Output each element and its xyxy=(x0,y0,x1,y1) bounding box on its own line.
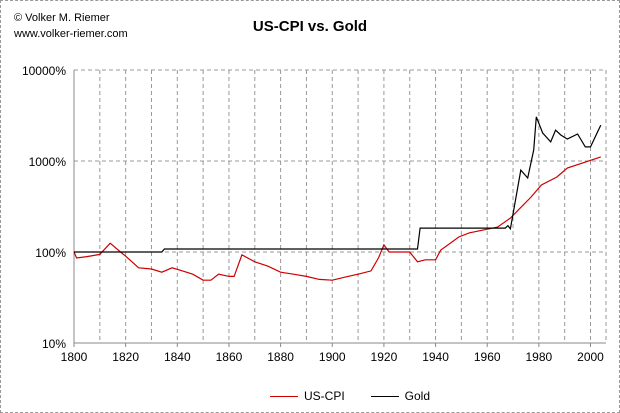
y-tick-label: 1000% xyxy=(29,155,67,169)
x-tick-label: 1860 xyxy=(216,350,243,364)
y-tick-label: 10% xyxy=(42,337,66,351)
credit-author: © Volker M. Riemer xyxy=(14,12,110,24)
series-line-gold xyxy=(74,116,602,253)
x-tick-label: 1980 xyxy=(526,350,553,364)
legend-label-gold: Gold xyxy=(404,389,431,403)
legend-swatch-us-cpi xyxy=(270,395,298,397)
x-tick-label: 1820 xyxy=(112,350,139,364)
series-line-us-cpi xyxy=(73,156,601,281)
credit-website: www.volker-riemer.com xyxy=(14,28,128,40)
chart-title: US-CPI vs. Gold xyxy=(252,18,368,35)
legend-label-us-cpi: US-CPI xyxy=(304,389,345,403)
x-tick-label: 1960 xyxy=(474,350,501,364)
x-tick-label: 1840 xyxy=(164,350,191,364)
legend-swatch-gold xyxy=(370,395,399,397)
y-tick-label: 10000% xyxy=(22,64,66,78)
y-tick-label: 100% xyxy=(35,246,66,260)
x-tick-label: 1800 xyxy=(61,350,88,364)
x-tick-label: 1880 xyxy=(267,350,294,364)
x-tick-label: 1940 xyxy=(422,350,449,364)
x-tick-label: 1920 xyxy=(371,350,398,364)
x-tick-label: 1900 xyxy=(319,350,346,364)
x-tick-label: 2000 xyxy=(577,350,604,364)
legend: US-CPI Gold xyxy=(270,389,430,403)
